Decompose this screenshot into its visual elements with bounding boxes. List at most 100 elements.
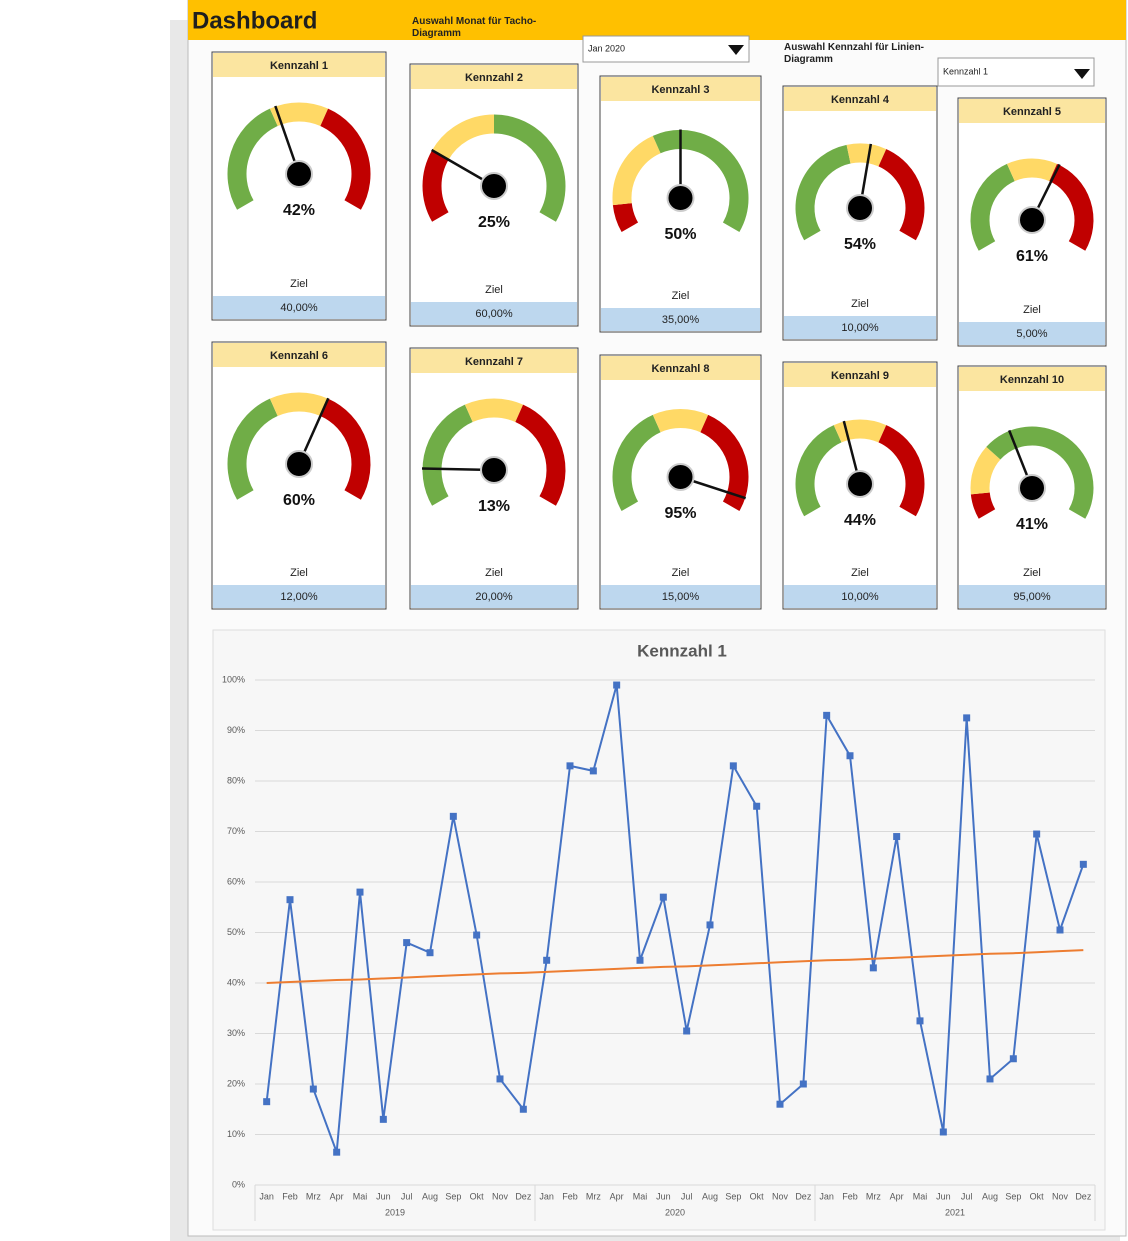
gauge-target: 40,00% — [280, 302, 318, 314]
x-tick-label: Mai — [633, 1191, 648, 1201]
gauge-target-label: Ziel — [1023, 567, 1041, 579]
x-tick-label: Aug — [982, 1191, 998, 1201]
x-tick-label: Okt — [470, 1191, 485, 1201]
x-tick-label: Jan — [259, 1191, 274, 1201]
gauge-zone — [878, 425, 925, 517]
x-tick-label: Okt — [750, 1191, 765, 1201]
gauge-zone — [319, 108, 371, 210]
x-tick-label: Mrz — [866, 1191, 881, 1201]
y-tick-label: 0% — [232, 1179, 245, 1189]
gauge-title: Kennzahl 5 — [1003, 106, 1061, 118]
gauge-zone — [795, 144, 851, 241]
gauge-hub — [1018, 206, 1046, 234]
x-tick-label: Jul — [401, 1191, 413, 1201]
gauge-target-label: Ziel — [672, 290, 690, 302]
gauge-title: Kennzahl 6 — [270, 350, 328, 362]
gauge-zone — [846, 143, 887, 167]
data-point — [519, 1105, 527, 1113]
gauge-target: 15,00% — [662, 591, 700, 603]
gauge-zone — [422, 404, 474, 506]
gauge-title: Kennzahl 7 — [465, 356, 523, 368]
x-tick-label: Jan — [819, 1191, 834, 1201]
dropdown-arrow — [728, 45, 744, 55]
x-tick-label: Apr — [610, 1191, 624, 1201]
gauge-title: Kennzahl 3 — [651, 84, 709, 96]
x-tick-label: Apr — [330, 1191, 344, 1201]
data-point — [963, 714, 971, 722]
data-point — [566, 762, 574, 770]
data-point — [869, 964, 877, 972]
x-tick-label: Jul — [961, 1191, 973, 1201]
month-label-box: Auswahl Monat für Tacho-Diagramm — [412, 16, 536, 39]
gauge-target: 12,00% — [280, 591, 318, 603]
gauge-hub — [480, 456, 508, 484]
y-tick-label: 20% — [227, 1078, 245, 1088]
kpi-value: Kennzahl 1 — [943, 66, 988, 76]
gauge-zone — [612, 135, 661, 206]
gauge-hub — [1018, 474, 1046, 502]
gauge-value: 95% — [664, 505, 696, 522]
data-point — [496, 1075, 504, 1083]
gauge-zone — [227, 108, 279, 210]
gauge-target: 60,00% — [475, 308, 513, 320]
gauge-hub — [846, 470, 874, 498]
data-point — [1033, 830, 1041, 838]
chart-frame — [212, 629, 1106, 1231]
gauge-zone — [432, 114, 495, 161]
x-tick-label: Sep — [445, 1191, 461, 1201]
x-tick-label: Jun — [376, 1191, 391, 1201]
gauge-target-label: Ziel — [851, 567, 869, 579]
gauge-header — [784, 87, 936, 111]
data-point — [263, 1098, 271, 1106]
gauge-header — [411, 65, 577, 89]
data-point — [636, 956, 644, 964]
gauge-zone — [227, 398, 279, 500]
x-tick-label: Jul — [681, 1191, 693, 1201]
kpi-label-box: Auswahl Kennzahl für Linien-Diagramm — [784, 42, 924, 65]
gauge-header — [959, 99, 1105, 123]
x-tick-label: Nov — [1052, 1191, 1069, 1201]
y-tick-label: 80% — [227, 775, 245, 785]
gauge-value: 25% — [478, 214, 510, 231]
gauge-value: 50% — [664, 226, 696, 243]
x-tick-label: Dez — [1075, 1191, 1092, 1201]
gauge-hub — [666, 184, 695, 212]
gauge-zone — [269, 102, 329, 127]
gauge-hub — [480, 172, 508, 200]
data-point — [729, 762, 737, 770]
gauge-zone — [422, 150, 449, 222]
data-point — [659, 893, 667, 901]
gauge-target-band — [959, 585, 1105, 608]
data-point — [706, 921, 714, 929]
y-tick-label: 100% — [222, 674, 245, 684]
gauge-zone — [493, 114, 566, 222]
kpi-dropdown[interactable] — [937, 57, 1095, 87]
x-tick-label: Apr — [890, 1191, 904, 1201]
data-point — [543, 956, 551, 964]
gauge-header — [213, 343, 385, 367]
gauge-target-band — [213, 585, 385, 608]
data-point — [1079, 860, 1087, 868]
gauge-hub — [666, 463, 695, 491]
gauge-zone — [970, 163, 1016, 251]
gauge-target: 10,00% — [841, 322, 879, 334]
data-point — [823, 711, 831, 719]
data-point — [1009, 1055, 1017, 1063]
gauge-value: 61% — [1016, 248, 1048, 265]
data-point — [1056, 926, 1064, 934]
x-tick-label: Nov — [492, 1191, 509, 1201]
header-bar — [188, 0, 1126, 40]
gauge-zone — [795, 425, 842, 517]
gauge-title: Kennzahl 4 — [831, 94, 890, 106]
x-tick-label: Feb — [562, 1191, 578, 1201]
month-dropdown[interactable] — [582, 35, 750, 63]
gauge-zone — [612, 202, 639, 232]
gauge-target-band — [411, 302, 577, 325]
gauge-zone — [878, 149, 925, 241]
data-point — [356, 888, 364, 896]
x-tick-label: Sep — [725, 1191, 741, 1201]
x-tick-label: Jun — [936, 1191, 951, 1201]
gauge-target: 10,00% — [841, 591, 879, 603]
gauge-zone — [269, 392, 329, 417]
x-tick-label: Jan — [539, 1191, 554, 1201]
